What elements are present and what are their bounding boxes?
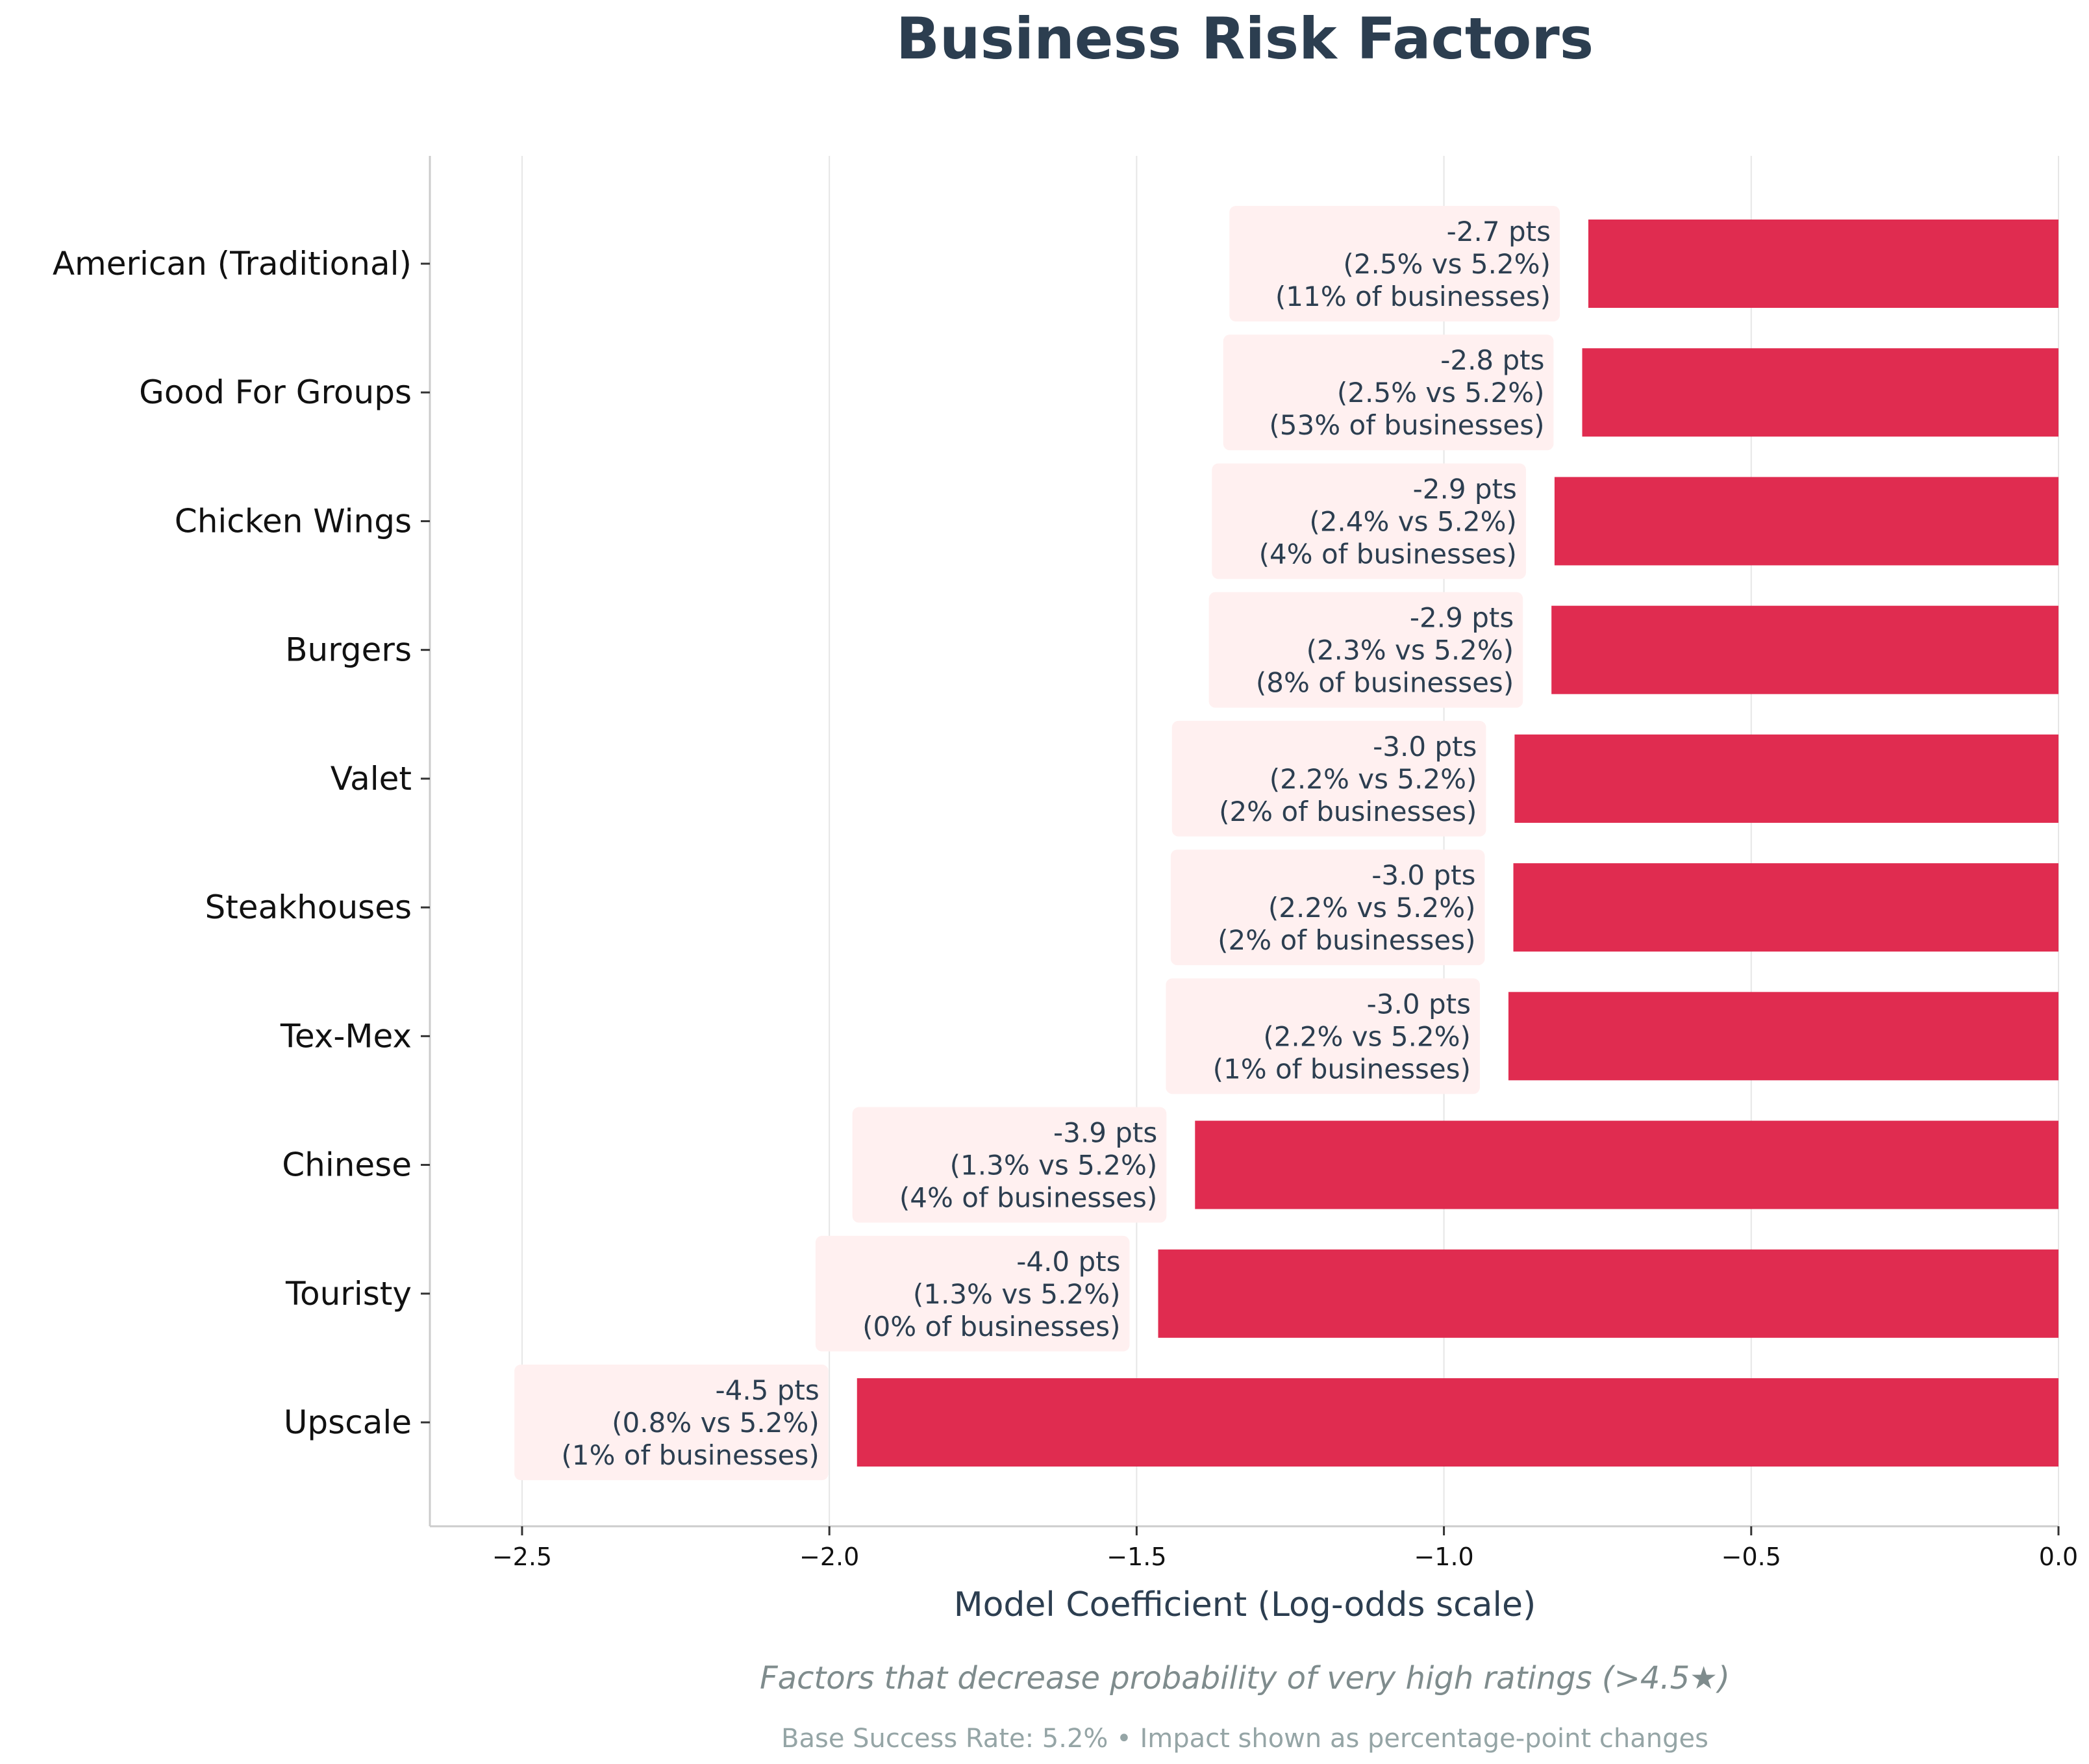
x-axis-ticks: −2.5 −2.0 −1.5 −1.0 −0.5 0.0	[492, 1526, 2078, 1571]
x-tick-label: −1.0	[1414, 1543, 1473, 1571]
annotation-text: (2% of businesses)	[1219, 796, 1477, 827]
annotation-box	[1212, 463, 1526, 579]
annotation-text: -3.0 pts	[1367, 988, 1471, 1020]
y-tick-label: Touristy	[285, 1275, 412, 1313]
bar	[1551, 605, 2058, 694]
annotation-box	[815, 1235, 1130, 1352]
annotation-text: (2.4% vs 5.2%)	[1309, 505, 1517, 537]
annotation-text: (8% of businesses)	[1256, 667, 1514, 699]
x-tick-label: −2.5	[492, 1543, 552, 1571]
annotation-box	[1223, 334, 1554, 451]
annotation-text: -2.9 pts	[1413, 473, 1517, 505]
y-tick-label: Chinese	[282, 1146, 412, 1184]
annotation-text: (4% of businesses)	[1259, 538, 1517, 570]
annotation-box	[1229, 206, 1560, 321]
bars	[857, 220, 2058, 1467]
y-tick-label: Upscale	[284, 1404, 412, 1441]
annotation-box	[514, 1365, 829, 1480]
bar	[1513, 863, 2058, 952]
annotation-text: (2.3% vs 5.2%)	[1307, 635, 1514, 666]
annotation-text: -3.9 pts	[1053, 1117, 1157, 1149]
annotation-text: -3.0 pts	[1371, 859, 1475, 891]
y-tick-label: Tex-Mex	[280, 1017, 412, 1055]
annotation-text: (1% of businesses)	[1213, 1053, 1471, 1085]
annotation-text: (2.5% vs 5.2%)	[1337, 377, 1545, 409]
bar	[1514, 734, 2058, 823]
annotation-text: -4.0 pts	[1016, 1246, 1120, 1278]
annotation-text: (2.5% vs 5.2%)	[1343, 248, 1551, 280]
y-tick-label: American (Traditional)	[53, 245, 412, 283]
annotation-text: (2% of businesses)	[1218, 924, 1475, 956]
bar	[1158, 1249, 2058, 1338]
annotation-text: (2.2% vs 5.2%)	[1270, 763, 1477, 795]
annotation-text: (0.8% vs 5.2%)	[612, 1407, 819, 1439]
annotation-text: (53% of businesses)	[1269, 409, 1544, 441]
annotation-text: -2.8 pts	[1440, 344, 1544, 376]
y-tick-label: Valet	[331, 760, 412, 798]
bar	[1588, 220, 2058, 308]
bar	[1554, 477, 2058, 566]
annotation-box	[1171, 720, 1486, 837]
annotation-text: -3.0 pts	[1373, 731, 1477, 762]
bar	[1508, 992, 2058, 1081]
annotation-text: -2.9 pts	[1410, 602, 1514, 634]
x-tick-label: −1.5	[1107, 1543, 1166, 1571]
annotation-text: (1.3% vs 5.2%)	[950, 1150, 1158, 1181]
annotation-text: (2.2% vs 5.2%)	[1263, 1020, 1471, 1052]
bar-annotations: -2.7 pts(2.5% vs 5.2%)(11% of businesses…	[514, 206, 1560, 1480]
annotation-box	[1170, 850, 1485, 966]
x-tick-label: −2.0	[799, 1543, 859, 1571]
annotation-text: -2.7 pts	[1447, 216, 1551, 247]
x-tick-label: 0.0	[2039, 1543, 2078, 1571]
chart-footnote: Base Success Rate: 5.2% • Impact shown a…	[781, 1724, 1708, 1754]
annotation-box	[1208, 592, 1523, 708]
x-axis-label: Model Coefficient (Log-odds scale)	[954, 1585, 1536, 1624]
bar	[1195, 1120, 2058, 1209]
y-tick-label: Chicken Wings	[175, 502, 412, 540]
annotation-box	[1166, 978, 1480, 1094]
annotation-text: (0% of businesses)	[862, 1311, 1120, 1342]
annotation-text: (2.2% vs 5.2%)	[1268, 892, 1476, 924]
y-tick-label: Steakhouses	[205, 888, 412, 926]
bar	[1582, 348, 2058, 437]
y-axis-ticks: American (Traditional) Good For Groups Chi…	[53, 245, 430, 1441]
chart-subtitle: Factors that decrease probability of ver…	[760, 1660, 1730, 1696]
annotation-text: (11% of businesses)	[1275, 281, 1551, 312]
annotation-text: (1% of businesses)	[561, 1439, 819, 1471]
annotation-box	[852, 1107, 1167, 1223]
y-tick-label: Burgers	[285, 631, 412, 669]
x-tick-label: −0.5	[1721, 1543, 1781, 1571]
chart-title: Business Risk Factors	[896, 5, 1594, 72]
annotation-text: (4% of businesses)	[899, 1182, 1157, 1214]
annotation-text: -4.5 pts	[715, 1374, 819, 1406]
y-tick-label: Good For Groups	[139, 373, 412, 411]
annotation-text: (1.3% vs 5.2%)	[913, 1278, 1121, 1310]
bar	[857, 1378, 2058, 1467]
